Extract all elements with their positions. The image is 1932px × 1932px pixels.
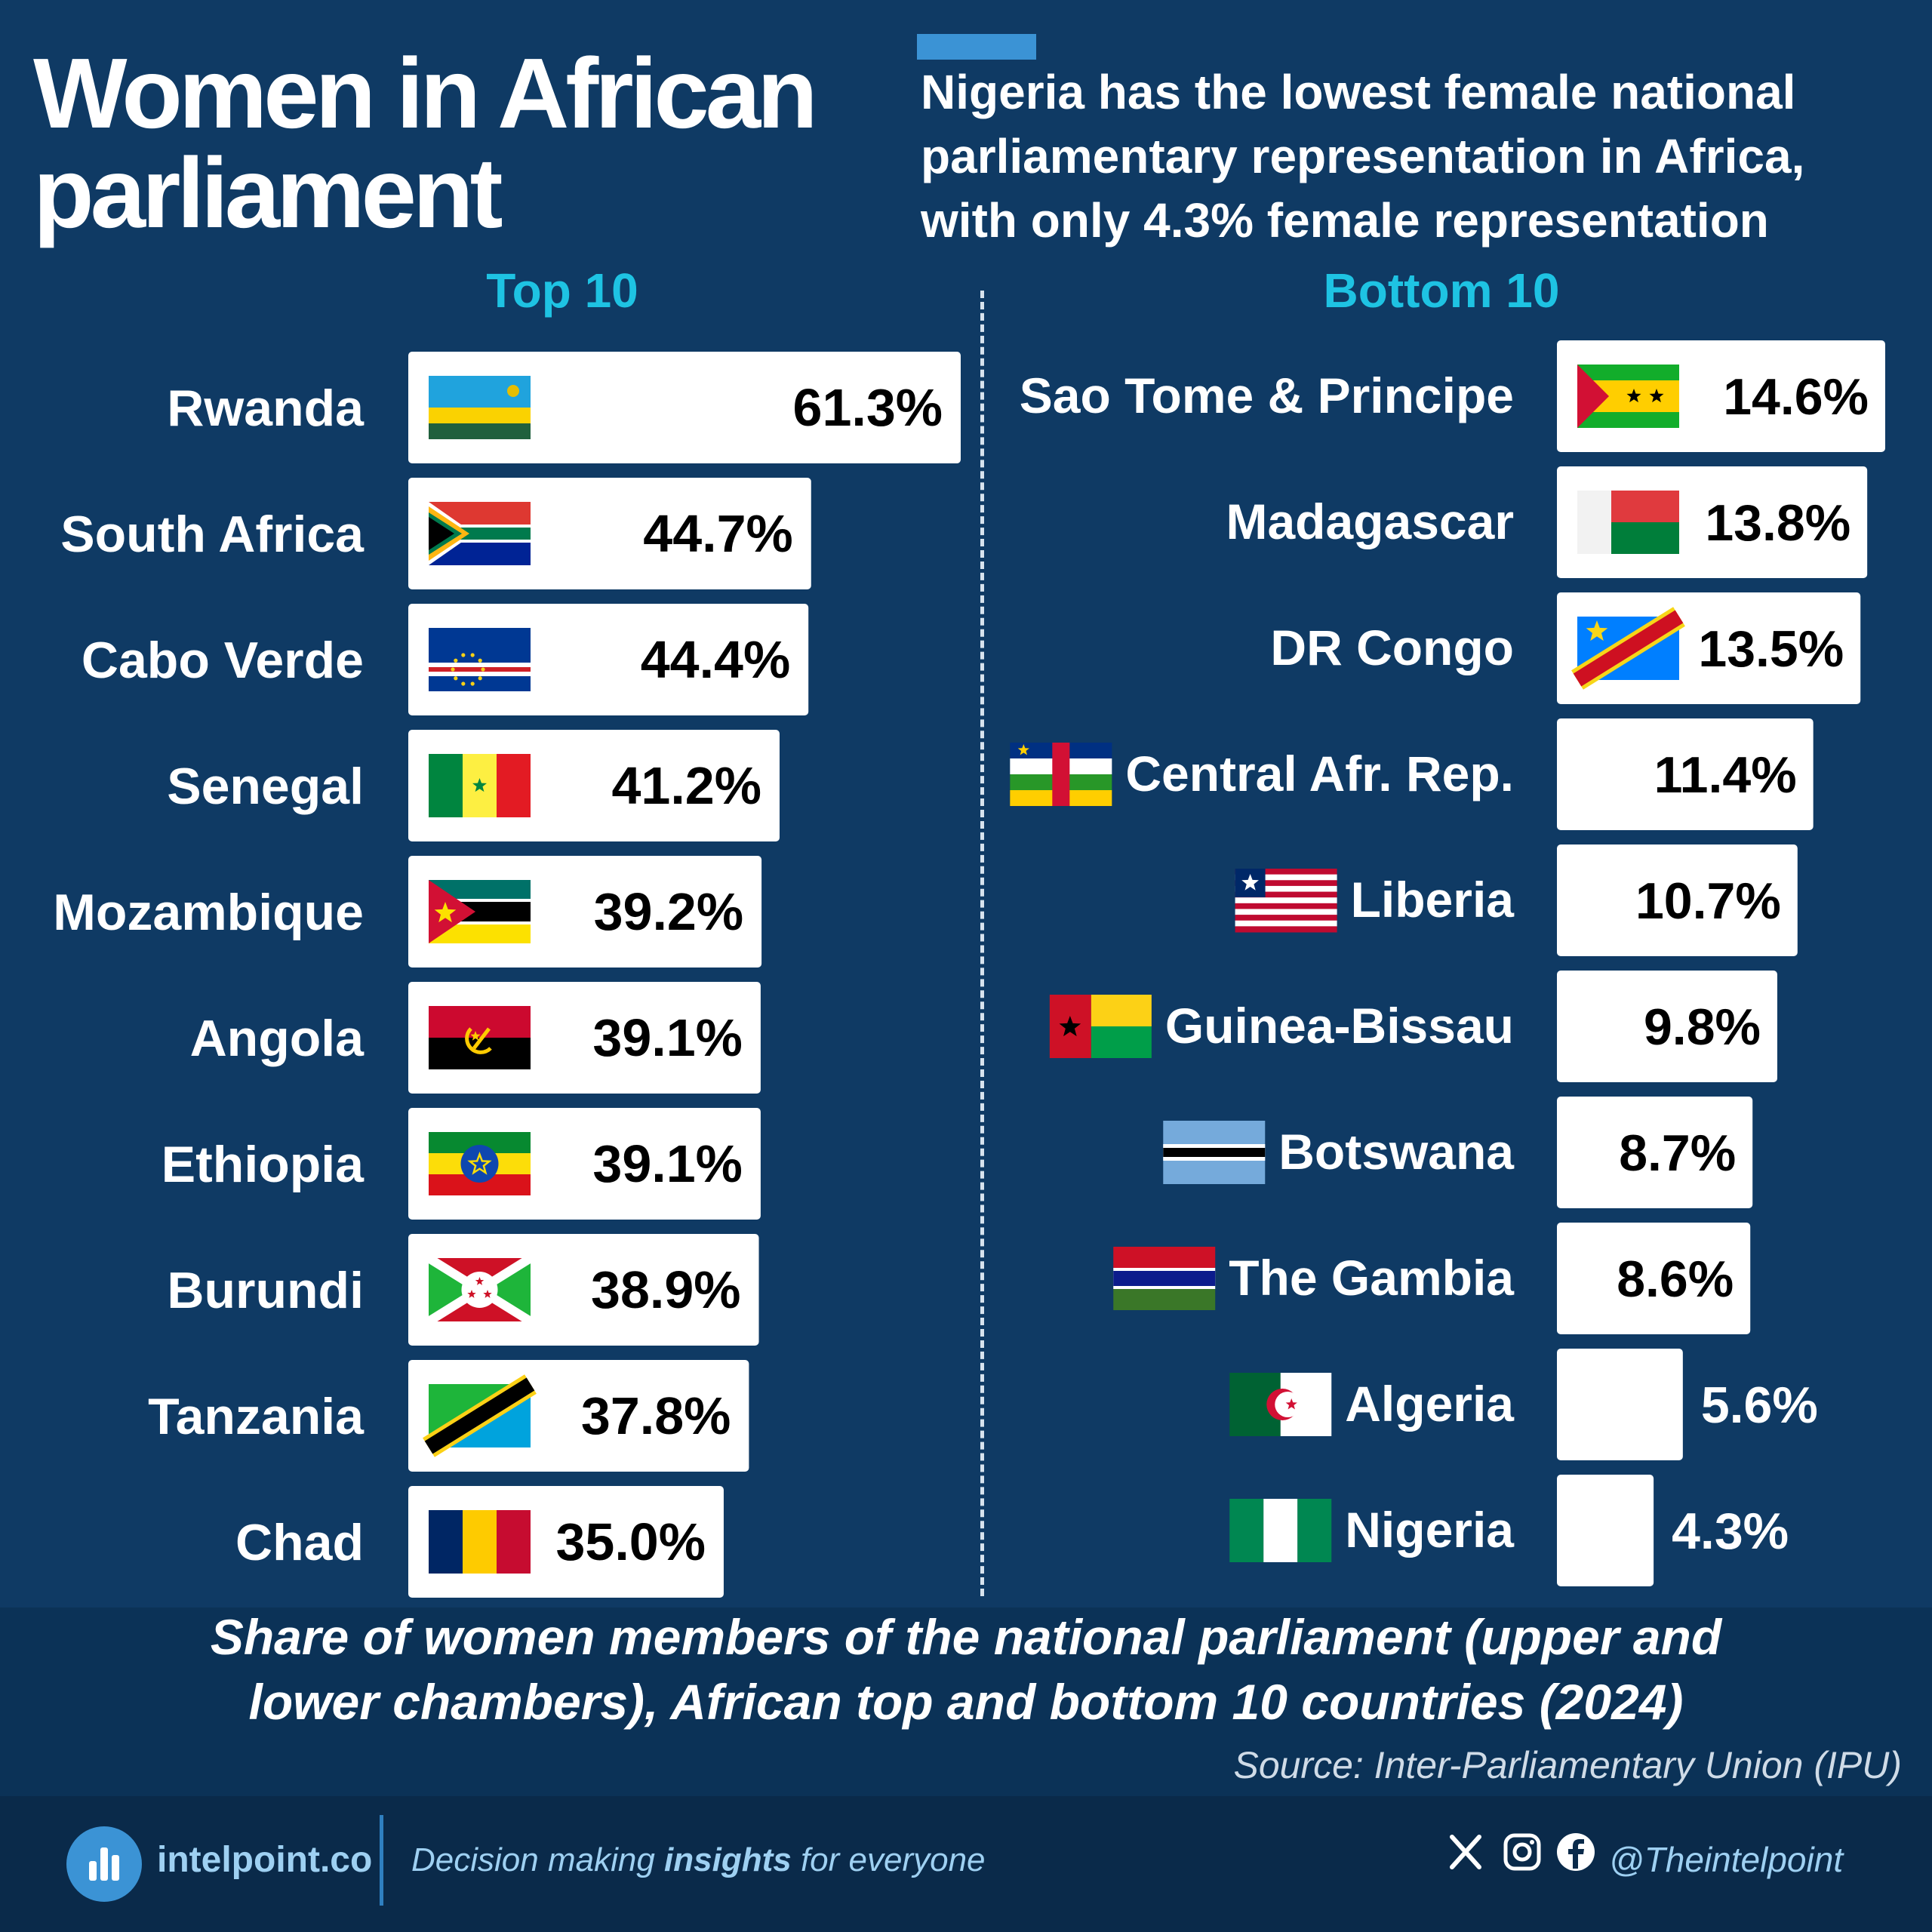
category-label: Sao Tome & Principe xyxy=(1020,368,1514,423)
category-label: Chad xyxy=(235,1514,364,1571)
value-label: 9.8% xyxy=(1644,998,1761,1056)
rwanda-flag-icon xyxy=(429,376,531,439)
sao-tome-flag-icon xyxy=(1577,365,1679,428)
value-label: 11.4% xyxy=(1654,746,1797,804)
value-label: 61.3% xyxy=(793,378,943,437)
caption-line-2: lower chambers), African top and bottom … xyxy=(248,1674,1684,1730)
value-label: 8.7% xyxy=(1619,1124,1736,1182)
bar xyxy=(1557,844,1798,956)
value-label: 38.9% xyxy=(591,1260,740,1319)
bar xyxy=(1557,718,1814,830)
category-label: Algeria xyxy=(1345,1376,1515,1432)
category-label: Ethiopia xyxy=(162,1136,365,1193)
bar xyxy=(1557,1475,1654,1586)
footer-separator xyxy=(380,1815,383,1906)
category-label: The Gambia xyxy=(1229,1250,1515,1306)
category-label: Tanzania xyxy=(148,1388,365,1445)
caption-line-1: Share of women members of the national p… xyxy=(210,1609,1722,1665)
tanzania-flag-icon xyxy=(423,1374,537,1457)
brand-link[interactable]: intelpoint.co xyxy=(157,1840,373,1880)
subtitle-line-2: parliamentary representation in Africa, xyxy=(921,129,1805,183)
category-label: Liberia xyxy=(1351,872,1515,928)
value-label: 39.1% xyxy=(592,1134,742,1193)
value-label: 14.6% xyxy=(1723,368,1869,426)
value-label: 4.3% xyxy=(1672,1503,1789,1560)
bottom-10-heading: Bottom 10 xyxy=(1323,263,1560,318)
category-label: Nigeria xyxy=(1345,1502,1515,1558)
group-divider xyxy=(980,291,984,1596)
tagline: Decision making insights for everyone xyxy=(411,1841,986,1879)
value-label: 39.2% xyxy=(594,882,743,941)
category-label: Rwanda xyxy=(167,380,365,437)
nigeria-flag-icon xyxy=(1229,1499,1332,1562)
category-label: Madagascar xyxy=(1226,494,1514,549)
value-label: 8.6% xyxy=(1617,1251,1734,1308)
social-handle[interactable]: @Theintelpoint xyxy=(1609,1840,1844,1879)
value-label: 39.1% xyxy=(592,1008,742,1067)
dr-congo-flag-icon xyxy=(1571,607,1685,690)
category-label: Central Afr. Rep. xyxy=(1125,746,1514,801)
instagram-icon[interactable] xyxy=(1500,1829,1545,1875)
top-10-heading: Top 10 xyxy=(486,263,638,318)
category-label: Guinea-Bissau xyxy=(1165,998,1514,1054)
burundi-flag-icon xyxy=(426,1254,534,1326)
chad-flag-icon xyxy=(429,1510,531,1574)
gambia-flag-icon xyxy=(1113,1247,1216,1310)
south-africa-flag-icon xyxy=(429,502,531,565)
brand-logo-icon xyxy=(66,1826,142,1902)
bar-chart: Rwanda 61.3% South Africa 44.7% Cabo Verde 44… xyxy=(53,340,1885,1598)
tagline-prefix: Decision making xyxy=(411,1841,665,1878)
tagline-suffix: for everyone xyxy=(791,1841,986,1878)
senegal-flag-icon xyxy=(429,754,531,817)
madagascar-flag-icon xyxy=(1577,491,1679,554)
facebook-icon[interactable] xyxy=(1553,1829,1598,1875)
central-african-republic-flag-icon xyxy=(1010,743,1112,806)
accent-bar xyxy=(917,34,1036,60)
title-line-1: Women in African xyxy=(33,38,818,149)
footer: intelpoint.co Decision making insights f… xyxy=(0,1796,1932,1932)
x-icon[interactable] xyxy=(1443,1829,1488,1875)
value-label: 41.2% xyxy=(611,756,761,815)
value-label: 13.8% xyxy=(1705,494,1850,552)
category-label: South Africa xyxy=(60,506,365,563)
value-label: 10.7% xyxy=(1635,872,1781,930)
angola-flag-icon xyxy=(429,1006,531,1069)
bar xyxy=(1557,971,1777,1082)
category-label: Mozambique xyxy=(53,884,364,941)
value-label: 35.0% xyxy=(555,1512,705,1571)
bar xyxy=(1557,1097,1753,1208)
subtitle-line-1: Nigeria has the lowest female national xyxy=(921,65,1796,119)
botswana-flag-icon xyxy=(1163,1121,1266,1184)
category-label: Senegal xyxy=(167,758,364,815)
category-label: Burundi xyxy=(167,1262,364,1319)
source-note: Source: Inter-Parliamentary Union (IPU) xyxy=(1233,1744,1902,1786)
subtitle: Nigeria has the lowest female national p… xyxy=(921,60,1917,253)
liberia-flag-icon xyxy=(1235,869,1337,933)
value-label: 44.4% xyxy=(641,630,790,689)
category-label: Botswana xyxy=(1278,1124,1515,1180)
mozambique-flag-icon xyxy=(429,880,531,943)
value-label: 5.6% xyxy=(1701,1377,1818,1434)
category-label: Angola xyxy=(190,1010,365,1067)
chart-caption: Share of women members of the national p… xyxy=(0,1604,1932,1734)
subtitle-line-3: with only 4.3% female representation xyxy=(921,193,1769,248)
value-label: 37.8% xyxy=(581,1386,731,1445)
bar xyxy=(1557,1223,1751,1334)
category-label: Cabo Verde xyxy=(82,632,364,689)
value-label: 44.7% xyxy=(643,504,792,563)
ethiopia-flag-icon xyxy=(429,1132,531,1195)
cabo-verde-flag-icon xyxy=(429,628,531,691)
caption-band xyxy=(0,1607,1932,1796)
bar xyxy=(408,352,961,463)
bar xyxy=(1557,1349,1683,1460)
value-label: 13.5% xyxy=(1698,620,1844,678)
title-line-2: parliament xyxy=(33,137,503,248)
category-label: DR Congo xyxy=(1270,620,1514,675)
tagline-bold: insights xyxy=(664,1841,792,1878)
page-title: Women in African parliament xyxy=(33,44,818,243)
algeria-flag-icon xyxy=(1229,1373,1332,1436)
guinea-bissau-flag-icon xyxy=(1049,995,1152,1058)
